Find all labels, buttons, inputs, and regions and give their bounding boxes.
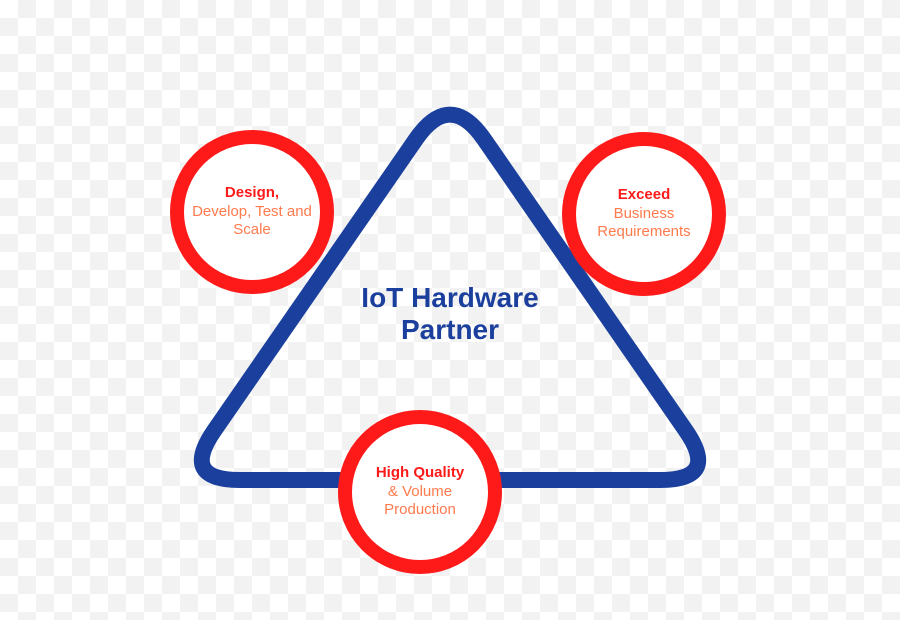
node-design: Design, Develop, Test and Scale (170, 130, 334, 294)
node-quality-line1: High Quality (358, 464, 482, 483)
center-title-line1: IoT Hardware (300, 282, 600, 314)
node-design-line2: Develop, Test and Scale (190, 203, 314, 241)
center-title: IoT Hardware Partner (300, 282, 600, 346)
node-quality-line2: & Volume Production (358, 483, 482, 521)
node-exceed-line1: Exceed (582, 186, 706, 205)
node-exceed-line2: Business Requirements (582, 205, 706, 243)
center-title-line2: Partner (300, 314, 600, 346)
node-design-line1: Design, (190, 184, 314, 203)
node-quality: High Quality & Volume Production (338, 410, 502, 574)
diagram-stage: IoT Hardware Partner Design, Develop, Te… (0, 0, 900, 620)
node-exceed: Exceed Business Requirements (562, 132, 726, 296)
